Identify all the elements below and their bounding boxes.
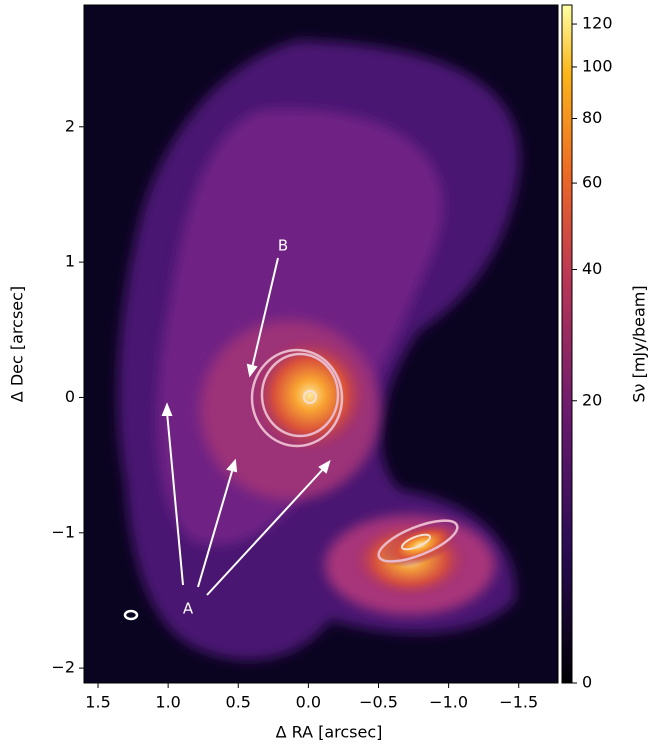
colorbar-tick-label: 0 <box>582 673 592 692</box>
colorbar-tick-label: 80 <box>582 108 602 127</box>
y-tick-label: 1 <box>65 252 75 271</box>
image <box>84 5 558 683</box>
y-tick-label: 2 <box>65 116 75 135</box>
colorbar-tick-label: 60 <box>582 173 602 192</box>
plot-frame <box>83 4 559 684</box>
colorbar-tick-label: 40 <box>582 259 602 278</box>
colorbar-label: Sν [mJy/beam] <box>630 285 649 402</box>
colorbar-tick-label: 100 <box>582 56 613 75</box>
x-tick-label: 1.0 <box>155 693 180 712</box>
y-tick-label: 0 <box>65 387 75 406</box>
x-tick-label: −0.5 <box>359 693 398 712</box>
x-tick-label: 0.5 <box>226 693 251 712</box>
x-tick-label: 0.0 <box>296 693 321 712</box>
colorbar-tick-label: 120 <box>582 14 613 33</box>
annotation: A <box>183 600 194 618</box>
x-tick-label: −1.0 <box>429 693 468 712</box>
y-axis-label: Δ Dec [arcsec] <box>8 286 27 402</box>
y-tick-label: −2 <box>51 658 75 677</box>
y-tick-label: −1 <box>51 522 75 541</box>
colorbar-tick-label: 20 <box>582 390 602 409</box>
colorbar <box>561 4 573 684</box>
x-tick-label: 1.5 <box>85 693 110 712</box>
x-tick-label: −1.5 <box>499 693 538 712</box>
x-axis-label: Δ RA [arcsec] <box>276 723 383 742</box>
annotation: B <box>278 237 288 255</box>
